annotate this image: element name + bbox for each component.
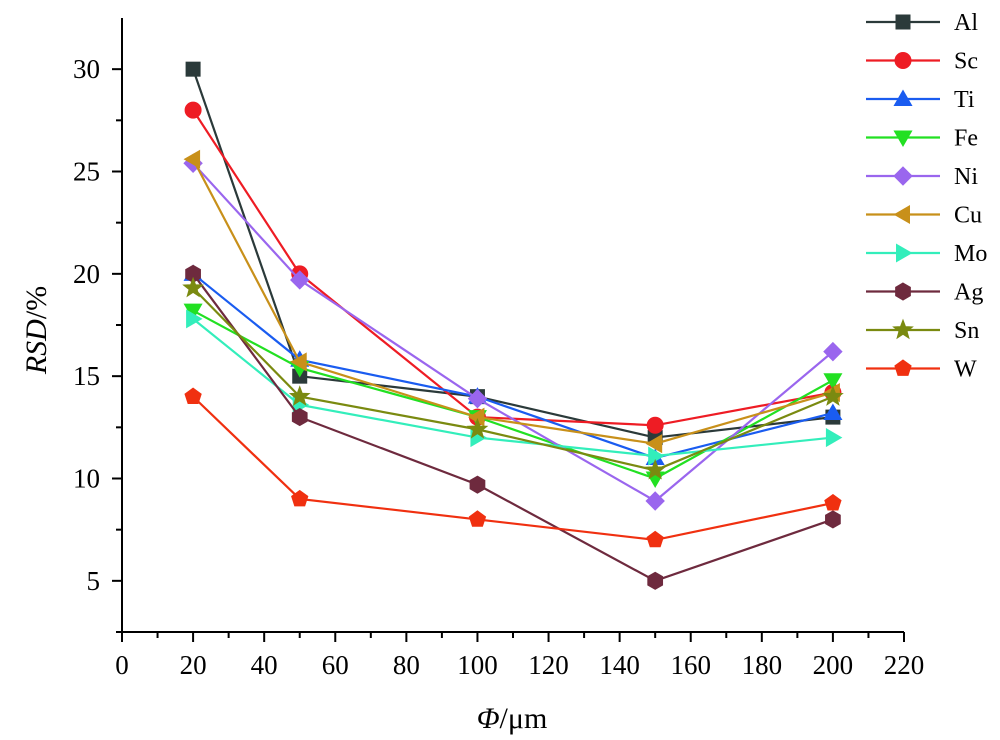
data-point-sn — [288, 385, 311, 406]
data-point-sc — [646, 416, 664, 434]
data-point-sn — [644, 458, 667, 480]
legend-marker-ni — [893, 166, 913, 186]
legend-item-ti: Ti — [866, 87, 975, 113]
data-point-ag — [647, 571, 664, 590]
x-tick-label: 180 — [742, 650, 783, 680]
data-point-mo — [825, 428, 843, 448]
data-point-sn — [466, 417, 489, 439]
legend-label-al: Al — [954, 10, 978, 36]
x-axis-title: Φ/μm — [477, 702, 548, 735]
legend-marker-sc — [894, 52, 912, 69]
legend-marker-w — [894, 359, 912, 376]
series-layer — [182, 61, 844, 590]
axes: 0 20 40 60 80 100 120 140 160 180 200 220 5 10 15 20 25 3… — [73, 18, 924, 680]
legend-marker-al — [895, 14, 911, 30]
legend-item-ag: Ag — [866, 280, 983, 306]
data-point-fe — [823, 373, 843, 390]
legend-marker-sn — [892, 318, 914, 340]
x-tick-label: 160 — [670, 650, 711, 680]
data-point-w — [824, 493, 842, 511]
data-point-ti — [823, 403, 843, 421]
data-point-sn — [822, 385, 844, 406]
legend-label-sn: Sn — [954, 318, 979, 344]
data-point-ni — [823, 341, 843, 362]
legend-marker-cu — [893, 204, 910, 225]
legend-item-al: Al — [866, 10, 978, 36]
data-point-ag — [469, 475, 486, 494]
series-cu — [183, 149, 840, 454]
data-point-w — [291, 489, 309, 507]
data-point-mo — [648, 446, 665, 466]
x-tick-label: 100 — [457, 650, 498, 680]
legend-marker-mo — [896, 243, 913, 263]
x-tick-label: 80 — [393, 650, 420, 680]
legend-label-ni: Ni — [954, 164, 978, 190]
legend-item-ni: Ni — [866, 164, 978, 190]
y-axis-title: RSD/% — [20, 286, 53, 375]
x-tick-label: 0 — [115, 650, 129, 680]
data-point-ni — [645, 491, 665, 511]
series-al — [185, 61, 841, 446]
data-point-cu — [290, 352, 307, 372]
y-tick-label: 25 — [73, 157, 100, 187]
legend-item-cu: Cu — [866, 203, 982, 229]
y-tick-label: 10 — [73, 464, 100, 494]
x-tick-label: 40 — [251, 650, 278, 680]
series-ni — [183, 153, 843, 511]
data-point-al — [185, 61, 201, 77]
data-point-w — [646, 530, 664, 548]
y-tick-label: 15 — [73, 361, 100, 391]
data-point-cu — [645, 434, 663, 454]
legend-label-fe: Fe — [954, 126, 978, 152]
legend-marker-fe — [893, 130, 913, 148]
legend-item-fe: Fe — [866, 126, 978, 152]
series-line-al — [192, 68, 834, 439]
legend: Al Sc Ti Fe Ni Cu Mo Ag Sn W — [866, 10, 987, 383]
legend-marker-ti — [893, 89, 913, 106]
data-point-ag — [825, 510, 841, 529]
legend-item-w: W — [866, 357, 977, 383]
series-w — [184, 387, 842, 548]
data-point-cu — [183, 149, 201, 169]
x-tick-label: 20 — [180, 650, 207, 680]
legend-item-sc: Sc — [866, 49, 978, 75]
x-tick-label: 200 — [813, 650, 854, 680]
data-point-ag — [291, 408, 308, 427]
data-point-w — [184, 387, 202, 405]
series-line-ni — [192, 162, 834, 503]
legend-label-ag: Ag — [954, 280, 983, 306]
series-line-sn — [192, 287, 834, 472]
series-sn — [182, 276, 844, 480]
data-point-ni — [290, 270, 310, 290]
y-tick-label: 20 — [73, 259, 100, 289]
series-sc — [184, 101, 842, 434]
x-tick-label: 220 — [884, 650, 925, 680]
data-point-sn — [182, 276, 204, 298]
data-point-sc — [184, 101, 202, 119]
data-point-w — [468, 510, 487, 527]
x-tick-label: 140 — [599, 650, 640, 680]
legend-item-sn: Sn — [866, 318, 979, 344]
legend-item-mo: Mo — [866, 241, 987, 267]
legend-label-mo: Mo — [954, 241, 987, 267]
legend-label-sc: Sc — [954, 49, 978, 75]
x-tick-label: 60 — [322, 650, 349, 680]
data-point-mo — [186, 309, 203, 329]
x-tick-label: 120 — [528, 650, 569, 680]
legend-label-ti: Ti — [954, 87, 975, 113]
legend-marker-ag — [895, 282, 911, 301]
y-tick-label: 30 — [73, 54, 100, 84]
data-point-ni — [467, 388, 488, 409]
legend-label-w: W — [954, 357, 977, 383]
series-line-fe — [192, 309, 834, 480]
y-tick-label: 5 — [87, 566, 101, 596]
legend-label-cu: Cu — [954, 203, 982, 229]
